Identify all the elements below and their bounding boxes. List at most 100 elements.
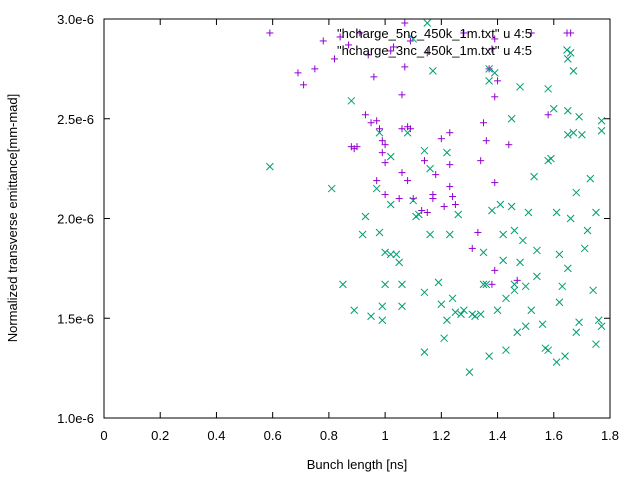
data-point-series-2 — [594, 316, 603, 325]
data-point-series-2 — [367, 312, 375, 321]
data-point-series-1 — [451, 201, 459, 209]
data-point-series-2 — [426, 164, 434, 173]
data-point-series-2 — [578, 130, 586, 139]
data-point-series-2 — [510, 226, 519, 235]
data-point-series-1 — [378, 137, 386, 145]
data-point-series-2 — [566, 49, 575, 57]
data-point-series-2 — [465, 368, 474, 376]
data-point-series-2 — [597, 322, 606, 331]
data-point-series-2 — [440, 334, 448, 343]
axis-ticks: 0 0.2 0.4 0.6 0.8 1 1.2 1.4 1.6 1.8 1.0e-6 1.5e-6 2.… — [57, 12, 619, 443]
data-point-series-2 — [381, 248, 389, 257]
data-point-series-2 — [361, 212, 370, 221]
data-point-series-2 — [409, 35, 418, 43]
data-point-series-2 — [448, 294, 457, 303]
data-point-series-2 — [479, 280, 488, 289]
data-point-series-1 — [364, 51, 372, 59]
data-point-series-2 — [443, 316, 451, 325]
x-tick-label: 0.2 — [151, 428, 169, 443]
data-point-series-2 — [563, 264, 572, 273]
data-point-series-2 — [398, 280, 406, 289]
data-point-series-2 — [502, 294, 510, 303]
data-point-series-2 — [527, 306, 536, 315]
data-point-series-2 — [555, 298, 564, 307]
data-point-series-1 — [266, 29, 274, 37]
data-point-series-2 — [572, 328, 581, 337]
data-point-series-2 — [378, 302, 387, 311]
data-point-series-2 — [592, 340, 600, 349]
data-point-series-2 — [575, 318, 583, 327]
data-point-series-1 — [319, 37, 327, 45]
data-point-series-1 — [513, 276, 521, 284]
data-point-series-2 — [429, 67, 437, 75]
y-tick-label: 2.5e-6 — [57, 112, 94, 127]
legend-marker — [563, 29, 571, 37]
x-tick-label: 1 — [381, 428, 388, 443]
data-point-series-2 — [589, 286, 597, 295]
data-point-series-1 — [395, 195, 403, 203]
data-point-series-1 — [474, 228, 482, 236]
data-point-series-2 — [563, 130, 572, 139]
data-point-series-1 — [418, 207, 426, 215]
data-point-series-2 — [395, 258, 404, 267]
data-point-series-1 — [446, 129, 454, 137]
data-point-series-2 — [409, 196, 418, 205]
data-point-series-2 — [459, 306, 468, 315]
y-tick-label: 1.5e-6 — [57, 311, 94, 326]
data-point-series-1 — [480, 119, 487, 127]
data-series — [266, 19, 606, 376]
data-point-series-2 — [513, 328, 522, 337]
data-point-series-1 — [446, 161, 454, 169]
data-point-series-2 — [563, 55, 572, 63]
data-point-series-1 — [432, 171, 440, 179]
data-point-series-2 — [507, 114, 516, 123]
data-point-series-1 — [381, 141, 389, 149]
data-point-series-2 — [552, 208, 561, 217]
data-point-series-2 — [516, 82, 524, 91]
data-point-series-2 — [375, 228, 384, 237]
data-point-series-2 — [530, 172, 538, 181]
data-point-series-2 — [485, 352, 493, 361]
data-point-series-1 — [404, 177, 412, 185]
data-point-series-1 — [440, 203, 448, 211]
data-point-series-1 — [381, 191, 389, 199]
data-point-series-1 — [370, 73, 378, 81]
data-point-series-1 — [381, 159, 389, 167]
data-point-series-2 — [423, 19, 432, 27]
data-point-series-2 — [378, 316, 387, 325]
data-point-series-1 — [398, 169, 406, 177]
data-point-series-1 — [336, 33, 344, 41]
y-tick-label: 3.0e-6 — [57, 12, 94, 27]
x-tick-label: 0.8 — [320, 428, 338, 443]
data-point-series-2 — [386, 152, 395, 161]
legend-label: "hcharge_5nc_450k_1m.txt" u 4:5 — [337, 26, 532, 41]
data-point-series-2 — [445, 230, 454, 239]
data-point-series-2 — [434, 278, 443, 287]
data-point-series-1 — [482, 137, 490, 145]
data-point-series-1 — [398, 91, 406, 99]
data-point-series-2 — [485, 76, 493, 85]
x-tick-label: 0.4 — [207, 428, 225, 443]
data-point-series-1 — [437, 135, 445, 143]
data-point-series-1 — [420, 157, 428, 165]
data-point-series-1 — [491, 35, 499, 43]
data-point-series-1 — [446, 183, 454, 191]
data-point-series-2 — [533, 272, 541, 281]
data-point-series-1 — [356, 29, 364, 37]
legend-label: "hcharge_3nc_450k_1m.txt" u 4:5 — [337, 43, 532, 58]
legend-marker — [563, 46, 571, 54]
x-tick-label: 0.6 — [264, 428, 282, 443]
data-point-series-1 — [423, 49, 431, 57]
data-point-series-2 — [521, 282, 530, 291]
data-point-series-2 — [538, 320, 547, 329]
data-point-series-1 — [505, 141, 513, 149]
legend: "hcharge_5nc_450k_1m.txt" u 4:5 "hcharge_… — [337, 26, 571, 58]
data-point-series-2 — [561, 352, 569, 361]
data-point-series-2 — [597, 116, 606, 125]
data-point-series-1 — [345, 41, 353, 49]
data-point-series-1 — [378, 149, 386, 157]
data-point-series-1 — [494, 77, 502, 85]
data-point-series-2 — [544, 84, 553, 93]
data-point-series-2 — [575, 112, 583, 121]
data-point-series-2 — [426, 230, 434, 239]
